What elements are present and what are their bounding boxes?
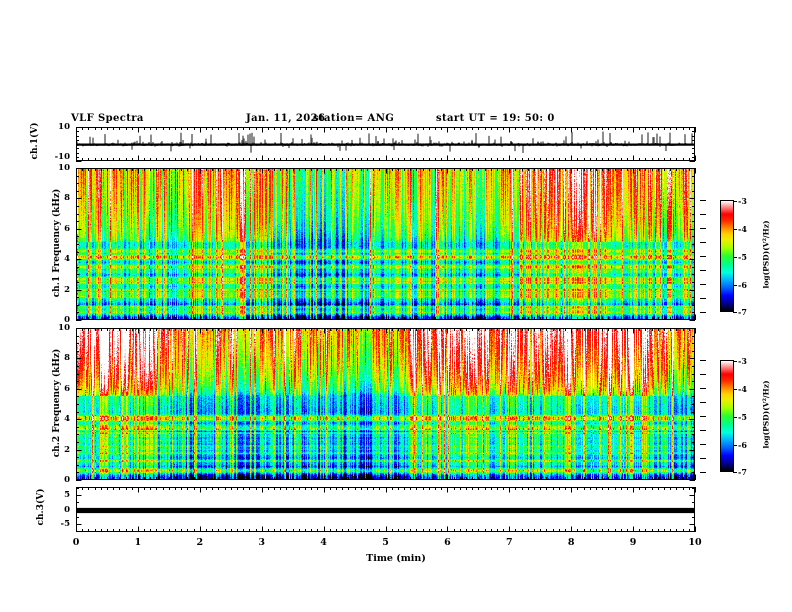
ch1-spectrogram-ytick-2: 2 — [64, 284, 70, 295]
ch2-spectrogram-ytick-2: 2 — [64, 444, 70, 455]
colorbar-ch2-label-5: -5 — [738, 412, 747, 422]
ch2-spectrogram-ytick-4: 4 — [64, 414, 70, 425]
ch1-spectrogram-ytick-6: 6 — [64, 223, 70, 234]
colorbar-ch2-gradient — [721, 361, 733, 471]
colorbar-ch1-label-3: -3 — [738, 196, 747, 206]
ch2-spectrogram-image — [77, 329, 694, 479]
ch2-spectrogram-ytick-6: 6 — [64, 383, 70, 394]
colorbar-ch1: -3 -4 -5 -6 -7 — [720, 196, 747, 317]
ch3-volts-ytick-neg5: -5 — [60, 518, 70, 529]
x-tick-label-5: 5 — [382, 537, 389, 548]
x-tick-label-10: 10 — [688, 537, 702, 548]
ch3-volts-trace — [77, 488, 694, 531]
x-tick-label-4: 4 — [320, 537, 327, 548]
colorbar-ch1-tick — [733, 312, 737, 313]
colorbar-ch2-tick — [733, 445, 737, 446]
ch2-spectrogram-ytick-10: 10 — [58, 323, 70, 333]
colorbar-ch2-label-7: -7 — [738, 467, 747, 477]
ch1-volts-axis-title: ch.1(V) — [30, 122, 40, 160]
x-tick-label-8: 8 — [567, 537, 575, 548]
ch1-spectrogram-ytick-4: 4 — [64, 254, 70, 265]
ch1-spectrogram-ytick-10: 10 — [58, 163, 70, 173]
x-tick-label-3: 3 — [258, 537, 265, 548]
x-tick-label-1: 1 — [134, 537, 142, 548]
ch2-spectrogram-ytick-0: 0 — [64, 475, 70, 485]
x-axis-title: Time (min) — [366, 553, 426, 564]
ch3-volts-ytick-0: 0 — [64, 504, 70, 515]
ch1-volts-trace — [77, 128, 694, 160]
colorbar-ch1-title: log(PSD)(V²/Hz) — [761, 220, 771, 289]
colorbar-ch1-gradient — [721, 201, 733, 311]
panel-ch1-spectrogram — [76, 168, 695, 320]
ch3-volts-axis-title: ch.3(V) — [36, 488, 46, 526]
panel-ch3-volts — [76, 487, 695, 532]
x-tick-label-6: 6 — [444, 537, 451, 548]
colorbar-ch1-label-5: -5 — [738, 252, 747, 262]
x-tick-label-2: 2 — [196, 537, 204, 548]
ch1-spectrogram-image — [77, 169, 694, 319]
colorbar-ch2-tick — [733, 472, 737, 473]
figure-title: VLF Spectra — [71, 113, 144, 124]
figure-start-ut: start UT = 19: 50: 0 — [436, 113, 555, 124]
ch3-volts-ytick-5: 5 — [64, 490, 70, 501]
colorbar-ch1-tick — [733, 285, 737, 286]
colorbar-ch2-tick — [733, 417, 737, 418]
ch1-volts-ytick-neg10: -10 — [54, 152, 70, 162]
x-tick-label-0: 0 — [72, 537, 80, 548]
colorbar-ch1-tick — [733, 229, 737, 230]
colorbar-ch2-tick — [733, 389, 737, 390]
colorbar-ch1-label-7: -7 — [738, 307, 747, 317]
colorbar-ch2-label-3: -3 — [738, 356, 747, 366]
panel-ch1-volts — [76, 127, 695, 161]
ch1-volts-ytick-10: 10 — [58, 122, 70, 132]
colorbar-ch2: -3 -4 -5 -6 -7 — [720, 356, 747, 477]
figure-station: station= ANG — [313, 113, 395, 124]
colorbar-ch1-label-4: -4 — [738, 224, 747, 234]
ch1-spectrogram-ytick-8: 8 — [64, 193, 70, 204]
x-tick-label-9: 9 — [629, 537, 637, 548]
colorbar-ch2-label-4: -4 — [738, 384, 747, 394]
colorbar-ch1-label-6: -6 — [738, 280, 747, 290]
colorbar-ch1-tick — [733, 201, 737, 202]
colorbar-ch2-label-6: -6 — [738, 440, 747, 450]
colorbar-ch2-title: log(PSD)(V²/Hz) — [761, 380, 771, 449]
panel-ch2-spectrogram — [76, 328, 695, 480]
x-tick-label-7: 7 — [505, 537, 513, 548]
ch2-spectrogram-ytick-8: 8 — [64, 353, 70, 364]
colorbar-ch1-tick — [733, 257, 737, 258]
colorbar-ch2-tick — [733, 361, 737, 362]
